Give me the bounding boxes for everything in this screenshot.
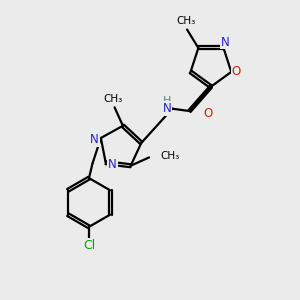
Text: CH₃: CH₃ (103, 94, 123, 104)
Text: N: N (90, 133, 99, 146)
Text: H: H (163, 96, 171, 106)
Text: N: N (220, 35, 230, 49)
Text: O: O (232, 65, 241, 78)
Text: CH₃: CH₃ (176, 16, 195, 26)
Text: N: N (108, 158, 117, 171)
Text: Cl: Cl (83, 239, 95, 252)
Text: N: N (163, 102, 171, 115)
Text: O: O (203, 107, 213, 120)
Text: CH₃: CH₃ (160, 151, 180, 161)
